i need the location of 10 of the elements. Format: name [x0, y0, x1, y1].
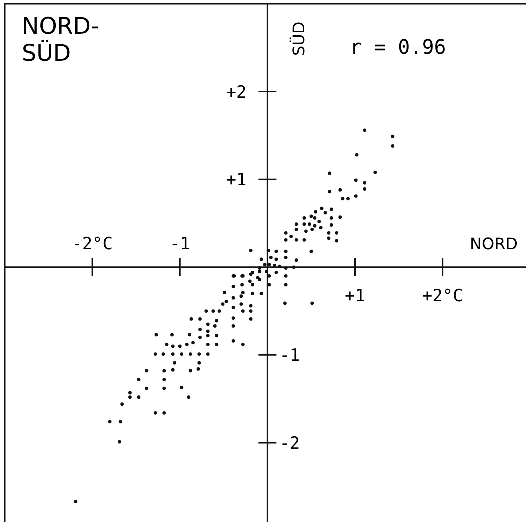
x2-tick-label: -1	[170, 234, 190, 254]
x2-tick-label: -2°C	[72, 234, 114, 254]
annotation: r = 0.96	[350, 35, 446, 59]
x-tick-label: +2°C	[422, 286, 464, 306]
text: NORD-SÜD	[22, 14, 100, 67]
y2-tick-label: -2	[280, 434, 300, 454]
y2-axis-title: SÜD	[290, 22, 309, 56]
y-tick-label: +2	[226, 82, 247, 103]
x-axis-title: NORD	[470, 234, 518, 254]
y2-tick-label: -1	[280, 346, 300, 366]
